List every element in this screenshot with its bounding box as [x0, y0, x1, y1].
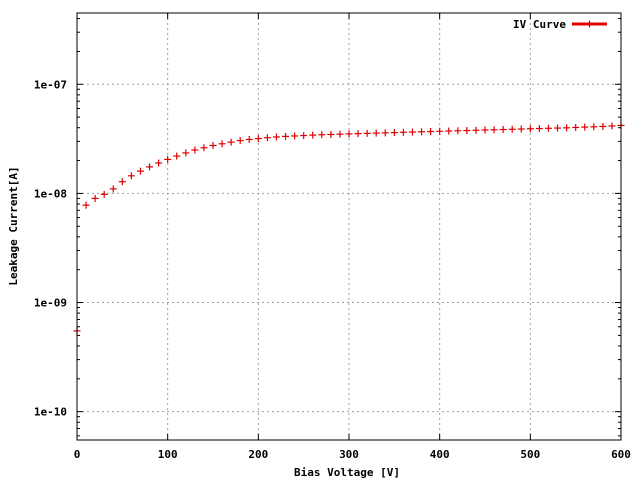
y-tick-label: 1e-07 — [34, 78, 67, 91]
x-tick-label: 100 — [158, 448, 178, 461]
data-point — [327, 130, 335, 138]
x-tick-label: 600 — [611, 448, 631, 461]
axis-ticks — [76, 13, 622, 440]
data-point — [372, 129, 380, 137]
x-tick-label: 400 — [430, 448, 450, 461]
data-point — [472, 126, 480, 134]
x-tick-label: 500 — [520, 448, 540, 461]
data-point — [399, 128, 407, 136]
legend-marker — [586, 20, 593, 28]
y-tick-label: 1e-09 — [34, 297, 67, 310]
x-tick-label: 200 — [248, 448, 268, 461]
data-point — [146, 163, 154, 171]
data-point — [454, 127, 462, 135]
data-point — [318, 131, 326, 139]
data-point — [408, 128, 416, 136]
data-point — [336, 130, 344, 138]
plot-frame — [76, 12, 622, 441]
data-point — [526, 125, 534, 133]
data-point — [182, 149, 190, 157]
data-point — [173, 152, 181, 160]
data-point — [563, 124, 571, 132]
data-point — [445, 127, 453, 135]
y-axis-label: Leakage Current[A] — [7, 166, 20, 285]
data-point — [599, 122, 607, 130]
data-point — [118, 178, 126, 186]
x-tick-labels: 0 100 200 300 400 500 600 — [74, 448, 631, 461]
data-point — [581, 123, 589, 131]
x-axis-label: Bias Voltage [V] — [294, 466, 400, 479]
data-point — [109, 185, 117, 193]
y-tick-labels: 1e-10 1e-09 1e-08 1e-07 — [34, 78, 67, 418]
data-point — [418, 128, 426, 136]
grid — [77, 13, 621, 440]
data-point — [127, 172, 135, 180]
y-tick-label: 1e-08 — [34, 187, 67, 200]
data-point — [508, 125, 516, 133]
data-point — [590, 123, 598, 131]
data-point — [463, 127, 471, 135]
data-point — [254, 135, 262, 143]
data-point — [245, 135, 253, 143]
data-point — [481, 126, 489, 134]
data-point — [363, 129, 371, 137]
data-point — [82, 201, 90, 209]
data-point — [309, 131, 317, 139]
data-point — [427, 128, 435, 136]
data-point — [227, 138, 235, 146]
data-point — [554, 124, 562, 132]
data-point — [263, 134, 271, 142]
y-tick-label: 1e-10 — [34, 406, 67, 419]
data-point — [100, 190, 108, 198]
data-point — [544, 124, 552, 132]
data-point — [535, 125, 543, 133]
data-points — [73, 121, 625, 335]
x-tick-label: 300 — [339, 448, 359, 461]
data-point — [218, 140, 226, 148]
data-point — [436, 127, 444, 135]
legend-label: IV Curve — [513, 18, 566, 31]
data-point — [300, 132, 308, 140]
data-point — [191, 146, 199, 154]
data-point — [608, 122, 616, 130]
data-point — [282, 132, 290, 140]
data-point — [572, 123, 580, 131]
data-point — [354, 130, 362, 138]
data-point — [200, 144, 208, 152]
legend: IV Curve — [513, 18, 607, 31]
data-point — [381, 129, 389, 137]
data-point — [390, 129, 398, 137]
data-point — [136, 167, 144, 175]
data-point — [91, 194, 99, 202]
data-point — [155, 159, 163, 167]
data-point — [345, 130, 353, 138]
data-point — [236, 137, 244, 145]
data-point — [272, 133, 280, 141]
data-point — [209, 141, 217, 149]
data-point — [499, 126, 507, 134]
data-point — [291, 132, 299, 140]
data-point — [517, 125, 525, 133]
data-point — [490, 126, 498, 134]
x-tick-label: 0 — [74, 448, 81, 461]
data-point — [164, 155, 172, 163]
